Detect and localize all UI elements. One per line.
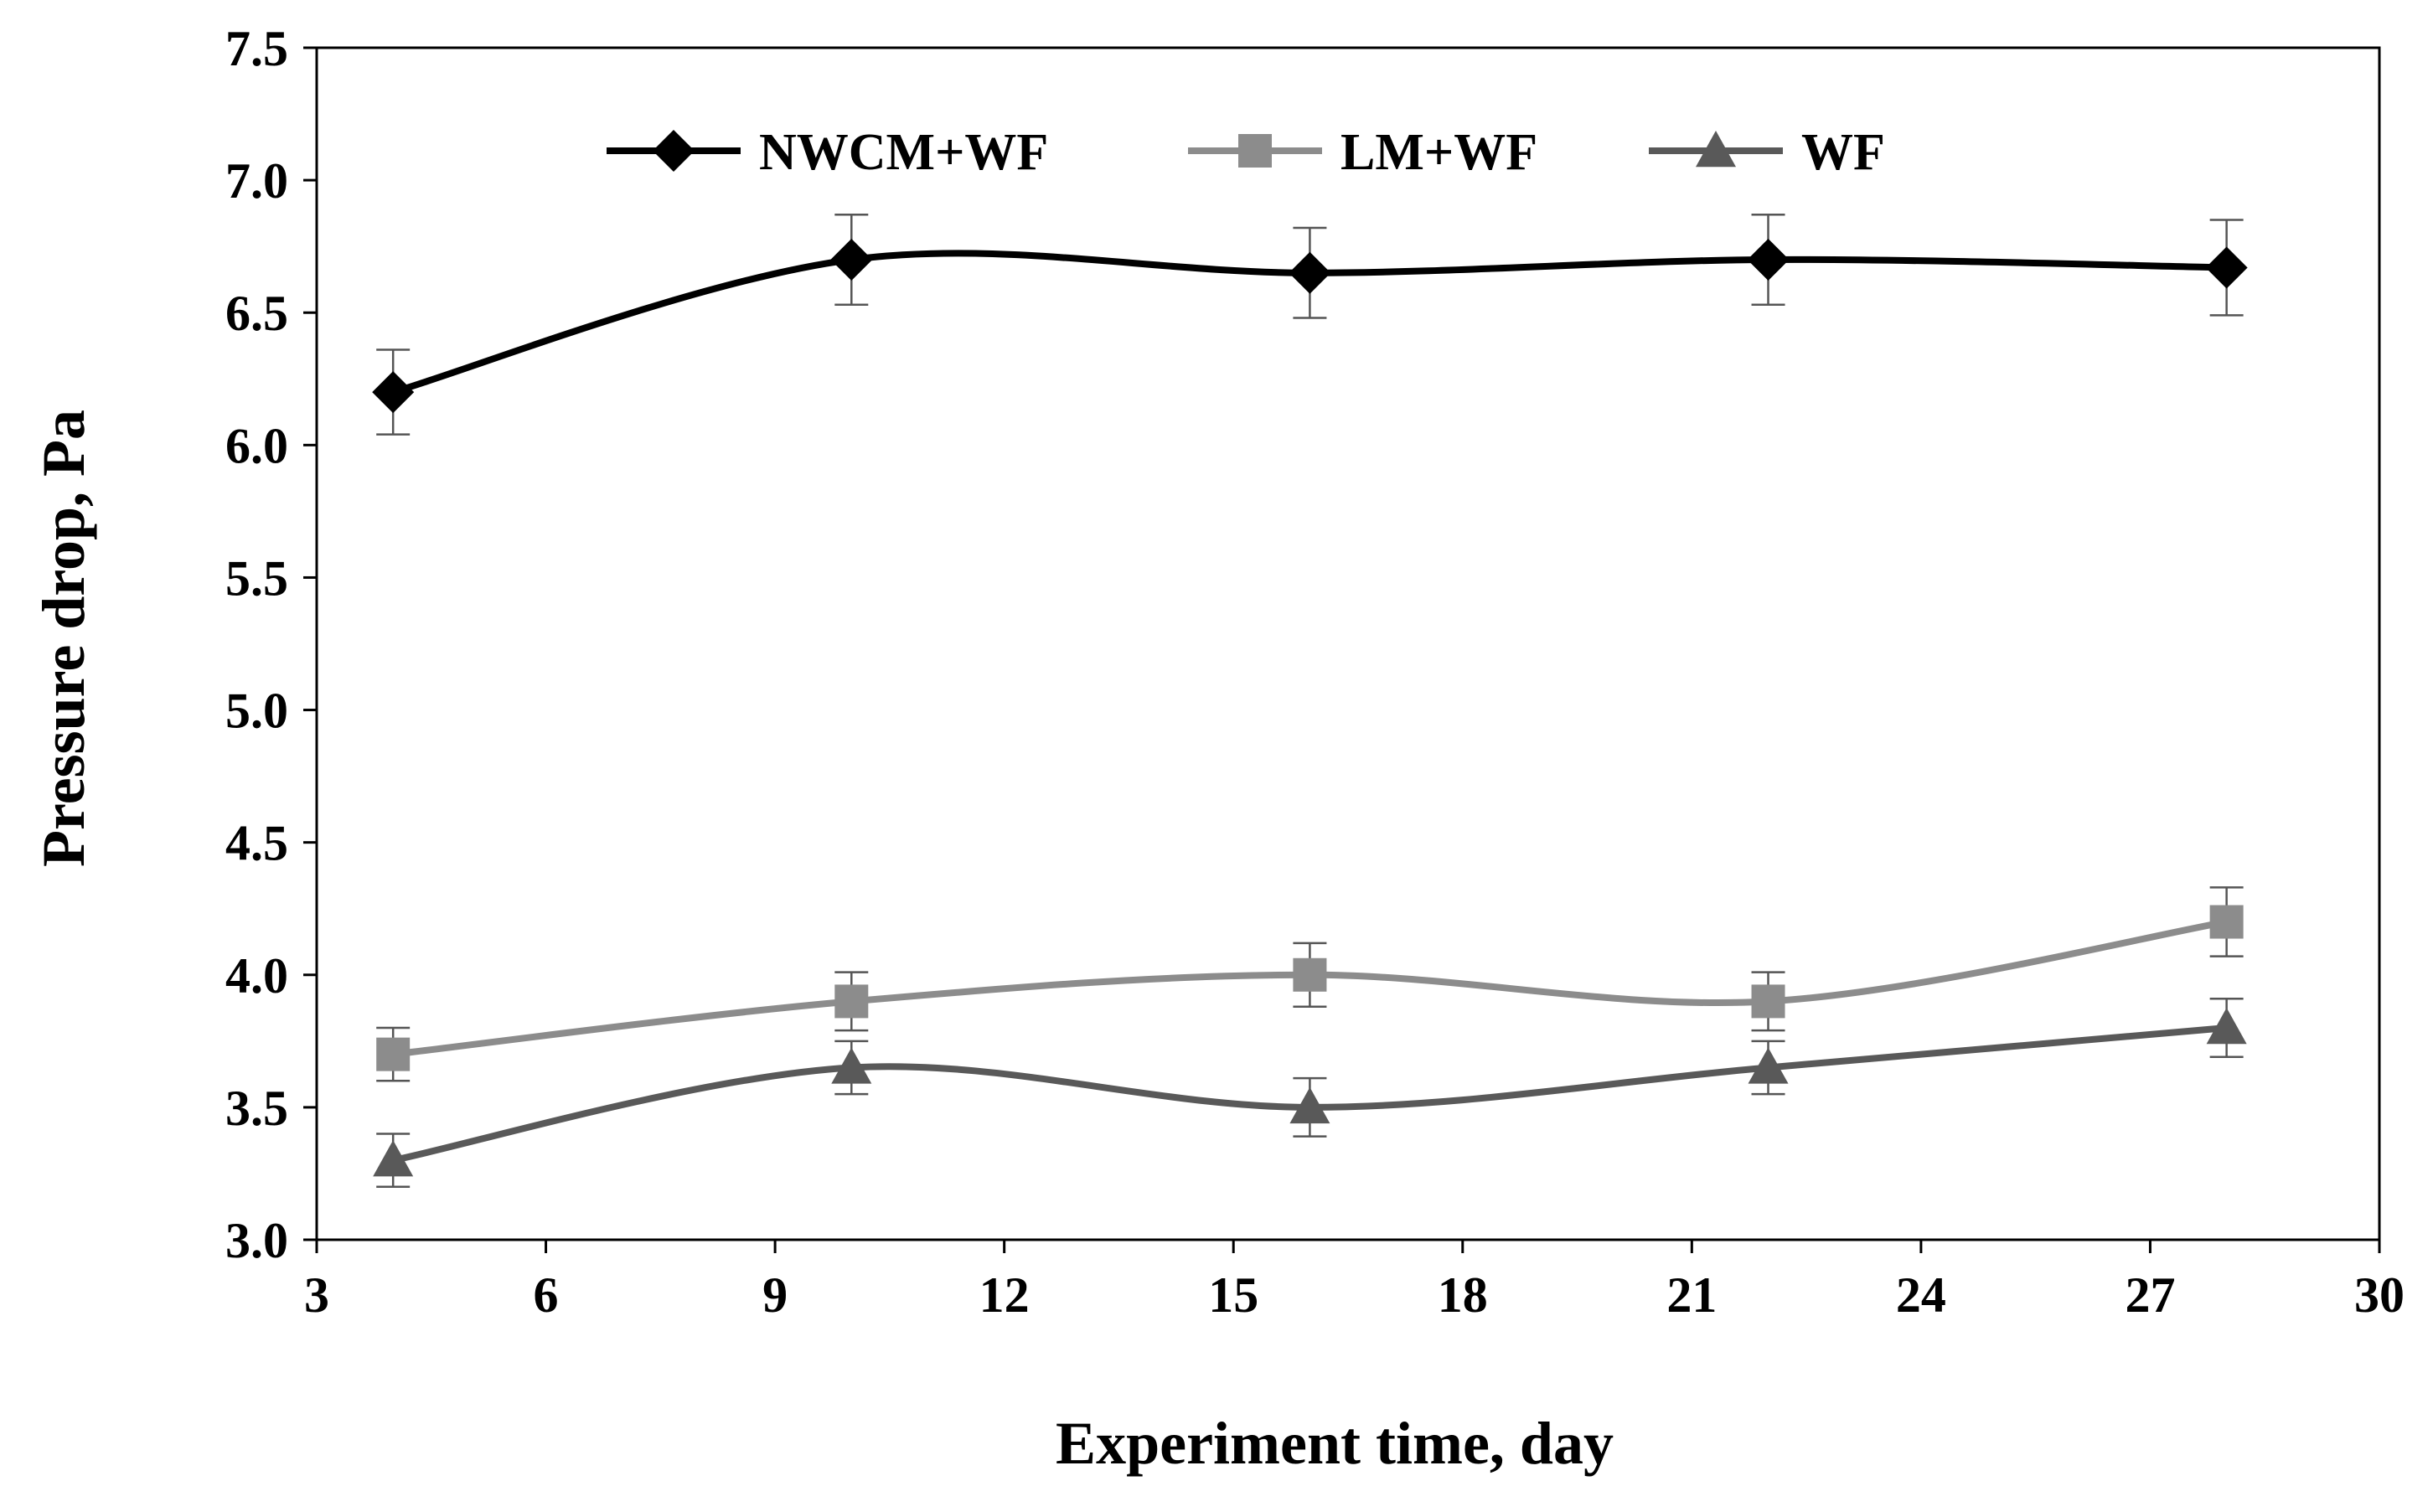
- legend-marker: [1238, 134, 1272, 168]
- legend-label: NWCM+WF: [759, 124, 1048, 181]
- data-point: [831, 1047, 872, 1084]
- x-tick-label: 9: [762, 1267, 788, 1323]
- series-group: [372, 213, 2248, 1189]
- x-tick-label: 24: [1896, 1267, 1946, 1323]
- data-point: [1748, 1047, 1789, 1084]
- y-tick-label: 3.0: [225, 1213, 288, 1268]
- x-tick-label: 30: [2354, 1267, 2405, 1323]
- y-tick-label: 3.5: [225, 1081, 288, 1136]
- y-tick-label: 6.5: [225, 286, 288, 341]
- x-tick-label: 12: [979, 1267, 1030, 1323]
- y-tick-label: 4.0: [225, 948, 288, 1004]
- data-point: [373, 1140, 414, 1177]
- x-tick-label: 21: [1666, 1267, 1717, 1323]
- legend-item: WF: [1649, 124, 1885, 181]
- series-nwcm-wf: [372, 213, 2248, 436]
- plot-area-frame: [315, 46, 2381, 1241]
- legend-item: LM+WF: [1188, 124, 1537, 181]
- axes-group: 3 6 9 12 15 18 21 24 27 30 3.0 3.5 4.0 4.5 5.0 5.5 6.0 6.…: [225, 21, 2405, 1323]
- series-lm-wf: [376, 886, 2244, 1082]
- data-point: [1289, 1086, 1330, 1124]
- y-tick-label: 7.5: [225, 21, 288, 76]
- data-point: [2205, 246, 2248, 289]
- legend-marker: [653, 130, 695, 172]
- data-point: [2209, 905, 2244, 939]
- data-point: [834, 984, 869, 1019]
- y-tick-label: 4.5: [225, 816, 288, 871]
- data-point: [1751, 984, 1785, 1019]
- x-tick-label: 18: [1438, 1267, 1488, 1323]
- y-tick-label: 6.0: [225, 418, 288, 473]
- data-point: [830, 238, 873, 281]
- x-axis-title: Experiment time, day: [1056, 1410, 1614, 1477]
- data-point: [2206, 1008, 2247, 1045]
- y-tick-label: 5.5: [225, 550, 288, 606]
- data-point: [1747, 238, 1790, 281]
- legend-label: WF: [1801, 124, 1885, 181]
- x-tick-label: 6: [534, 1267, 559, 1323]
- x-tick-label: 27: [2125, 1267, 2175, 1323]
- legend: NWCM+WF LM+WF WF: [607, 124, 1885, 181]
- data-point: [1293, 957, 1327, 992]
- x-tick-label: 3: [304, 1267, 329, 1323]
- legend-label: LM+WF: [1340, 124, 1537, 181]
- x-tick-label: 15: [1208, 1267, 1258, 1323]
- legend-item: NWCM+WF: [607, 124, 1048, 181]
- series-wf: [373, 997, 2247, 1189]
- data-point: [1289, 251, 1331, 294]
- data-point: [376, 1037, 411, 1071]
- y-tick-label: 5.0: [225, 684, 288, 739]
- legend-marker: [1696, 131, 1736, 168]
- y-axis-title: Pressure drop, Pa: [30, 410, 97, 867]
- data-point: [372, 371, 415, 414]
- y-tick-label: 7.0: [225, 153, 288, 209]
